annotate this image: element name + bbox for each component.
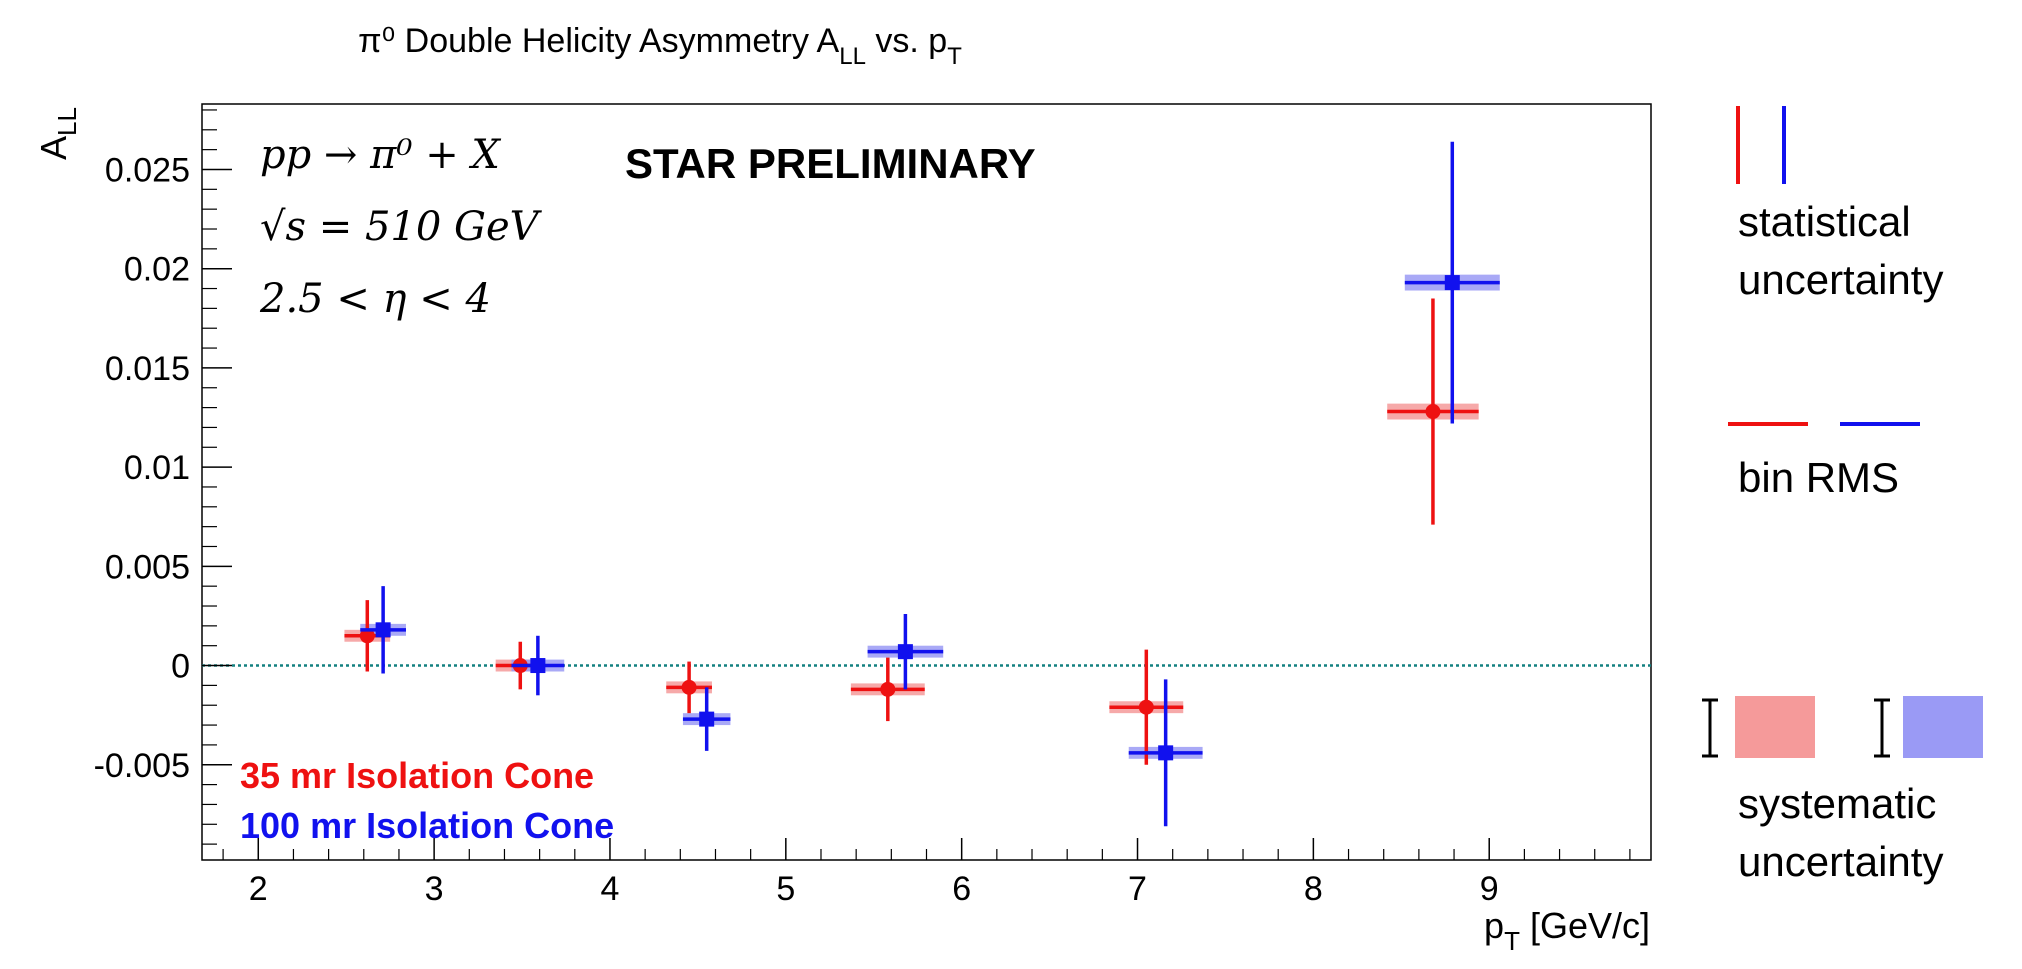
legend-sys-red-box	[1735, 696, 1815, 758]
legend-series-100mr: 100 mr Isolation Cone	[240, 805, 614, 846]
x-axis-label: pT [GeV/c]	[1484, 905, 1650, 956]
y-tick-label: 0.005	[105, 548, 190, 586]
y-tick-label: 0.015	[105, 350, 190, 388]
data-point-35mr	[880, 681, 896, 697]
x-tick-label: 3	[425, 870, 444, 908]
y-tick-label: 0.025	[105, 151, 190, 189]
legend-sys-blue-box	[1903, 696, 1983, 758]
legend-sys-blue-bracket	[1874, 698, 1890, 758]
legend-systematic-label: systematic	[1738, 780, 1936, 827]
data-point-100mr	[1158, 745, 1174, 761]
annotation-energy: √s = 510 GeV	[260, 204, 543, 250]
x-tick-label: 7	[1128, 870, 1147, 908]
data-point-35mr	[1138, 699, 1154, 715]
x-tick-label: 5	[776, 870, 795, 908]
x-tick-label: 4	[601, 870, 620, 908]
data-points	[344, 141, 1500, 827]
y-tick-label: 0.01	[124, 449, 190, 487]
x-tick-label: 6	[952, 870, 971, 908]
chart-title: π⁰ Double Helicity Asymmetry ALL vs. pT	[358, 22, 962, 70]
x-tick-label: 2	[249, 870, 268, 908]
axis-ticks: 2 3 4 5 6 7 8 9 -0.005 0 0.005 0.01 0.015 0.02 0.025	[94, 109, 1631, 908]
data-point-35mr	[359, 628, 375, 644]
y-tick-label: 0.02	[124, 251, 190, 289]
legend-systematic-label-2: uncertainty	[1738, 838, 1943, 885]
annotation-process: pp → π⁰ + X	[260, 132, 501, 178]
legend-series-35mr: 35 mr Isolation Cone	[240, 755, 594, 796]
x-tick-label: 8	[1304, 870, 1323, 908]
y-tick-label: -0.005	[94, 747, 190, 785]
data-point-100mr	[897, 644, 913, 660]
data-point-35mr	[681, 679, 697, 695]
legend-bin-rms-label: bin RMS	[1738, 454, 1899, 501]
uncertainty-legend: statistical uncertainty bin RMS systemat…	[1702, 106, 1983, 885]
data-point-100mr	[1444, 275, 1460, 291]
data-point-35mr	[1425, 404, 1441, 420]
preliminary-label: STAR PRELIMINARY	[625, 140, 1036, 187]
legend-statistical-label: statistical	[1738, 198, 1911, 245]
legend-sys-red-bracket	[1702, 698, 1718, 758]
x-tick-label: 9	[1480, 870, 1499, 908]
annotation-eta-range: 2.5 < η < 4	[259, 276, 491, 322]
data-point-100mr	[375, 622, 391, 638]
systematic-bands	[344, 274, 1500, 759]
legend-statistical-label-2: uncertainty	[1738, 256, 1943, 303]
data-point-100mr	[530, 658, 546, 674]
y-axis-label: ALL	[33, 107, 82, 160]
data-point-100mr	[699, 711, 715, 727]
y-tick-label: 0	[171, 648, 190, 686]
